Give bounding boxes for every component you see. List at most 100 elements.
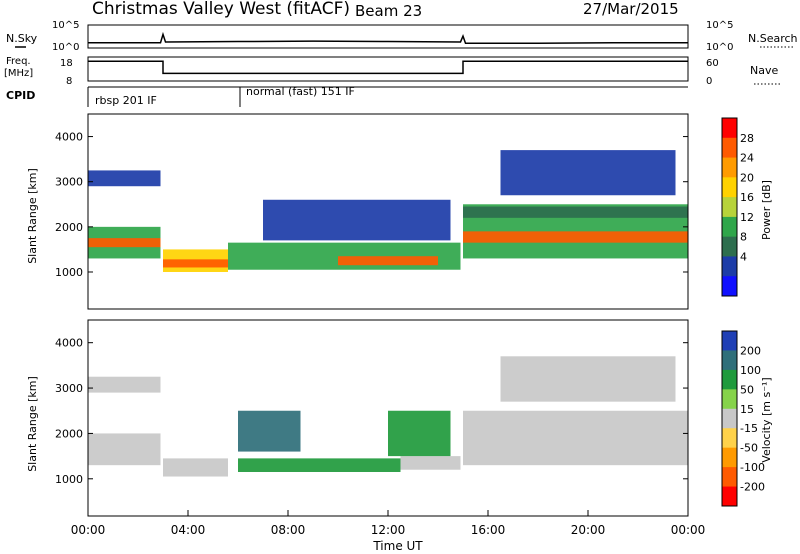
velocity-cells [88, 356, 688, 477]
velocity-colorbar-swatch-1 [722, 350, 737, 371]
velocity-band-4 [400, 456, 461, 470]
noise-left-tick-bottom: 10^0 [52, 42, 79, 53]
power-band-1 [88, 238, 161, 248]
velocity-range-tick-label-0: 4000 [55, 337, 83, 350]
velocity-band-2 [163, 458, 228, 477]
time-tick-label-2: 08:00 [271, 523, 306, 537]
noise-series [88, 31, 688, 44]
power-range-tick-label-2: 2000 [55, 221, 83, 234]
power-colorbar-swatch-3 [722, 177, 737, 198]
power-colorbar-swatch-6 [722, 236, 737, 257]
velocity-colorbar-swatch-8 [722, 486, 737, 507]
cpid-mode-1: normal (fast) 151 IF [246, 85, 355, 98]
time-tick-label-6: 00:00 [671, 523, 706, 537]
power-colorbar-tick-0: 28 [740, 132, 754, 145]
freq-label-2: [MHz] [4, 68, 33, 79]
velocity-colorbar: 200 100 50 15 -15 -50 -100 -200 [721, 330, 765, 507]
x-axis-label: Time UT [372, 539, 423, 553]
velocity-band-7 [463, 410, 688, 466]
velocity-range-ticks: 4000 3000 2000 1000 [55, 337, 688, 486]
power-colorbar-tick-2: 20 [740, 171, 754, 184]
velocity-band-3 [238, 458, 401, 472]
power-band-2 [88, 170, 161, 187]
power-range-tick-label-1: 3000 [55, 176, 83, 189]
power-colorbar-tick-4: 12 [740, 211, 754, 224]
noise-right-tick-top: 10^5 [706, 20, 733, 31]
nave-tick-bottom: 0 [706, 76, 712, 87]
velocity-band-0 [88, 433, 161, 466]
cpid-label: CPID [6, 89, 35, 102]
velocity-colorbar-swatch-2 [722, 369, 737, 390]
time-tick-label-1: 04:00 [171, 523, 206, 537]
freq-label-1: Freq. [6, 56, 31, 67]
power-panel-frame [87, 113, 689, 310]
power-band-7 [263, 199, 451, 241]
velocity-colorbar-tick-5: -50 [740, 442, 758, 455]
power-band-11 [500, 150, 676, 196]
noise-left-tick-top: 10^5 [52, 20, 79, 31]
nave-tick-top: 60 [706, 58, 719, 69]
power-colorbar-tick-1: 24 [740, 152, 754, 165]
velocity-ylabel: Slant Range [km] [26, 376, 39, 472]
power-range-ticks: 4000 3000 2000 1000 [55, 131, 688, 279]
freq-tick-bottom: 8 [66, 76, 72, 87]
velocity-band-5 [238, 410, 301, 452]
velocity-band-8 [500, 356, 676, 402]
power-colorbar-tick-3: 16 [740, 191, 754, 204]
noise-panel-frame [87, 24, 689, 49]
power-band-6 [338, 256, 438, 266]
power-colorbar-swatch-0 [722, 118, 737, 139]
velocity-band-1 [88, 376, 161, 393]
power-colorbar-swatch-8 [722, 276, 737, 297]
power-colorbar-swatch-1 [722, 137, 737, 159]
velocity-colorbar-label: Velocity [m s⁻¹] [760, 377, 773, 462]
power-colorbar: 28 24 20 16 12 8 4 [721, 117, 754, 297]
station-title: Christmas Valley West (fitACF) [92, 0, 350, 19]
time-tick-label-5: 20:00 [571, 523, 606, 537]
velocity-colorbar-swatch-7 [722, 467, 737, 488]
power-colorbar-swatch-7 [722, 256, 737, 277]
velocity-colorbar-tick-3: 15 [740, 403, 754, 416]
time-axis: 00:00 04:00 08:00 12:00 16:00 20:00 00:00 [71, 510, 706, 537]
power-band-4 [163, 259, 228, 268]
power-ylabel: Slant Range [km] [26, 168, 39, 264]
velocity-colorbar-swatch-0 [722, 331, 737, 351]
cpid-mode-0: rbsp 201 IF [95, 94, 157, 107]
nave-label: Nave [750, 64, 778, 77]
velocity-range-tick-label-3: 1000 [55, 473, 83, 486]
power-colorbar-outline [721, 117, 738, 297]
velocity-colorbar-tick-6: -100 [740, 461, 765, 474]
power-colorbar-swatch-4 [722, 197, 737, 218]
velocity-band-6 [388, 410, 451, 457]
velocity-colorbar-tick-1: 100 [740, 364, 761, 377]
time-tick-label-3: 12:00 [371, 523, 406, 537]
time-tick-label-0: 00:00 [71, 523, 106, 537]
velocity-colorbar-tick-2: 50 [740, 383, 754, 396]
power-colorbar-swatch-5 [722, 216, 737, 238]
noise-sky-line [88, 31, 688, 44]
freq-tick-top: 18 [60, 58, 73, 69]
velocity-colorbar-swatch-3 [722, 389, 737, 410]
frequency-line [88, 60, 688, 75]
velocity-colorbar-tick-0: 200 [740, 344, 761, 357]
date-title: 27/Mar/2015 [583, 0, 679, 18]
noise-right-label: N.Search [748, 32, 798, 45]
velocity-colorbar-swatch-5 [722, 428, 737, 449]
power-colorbar-label: Power [dB] [760, 180, 773, 240]
beam-title: Beam 23 [355, 2, 422, 20]
power-cells [88, 150, 688, 272]
power-range-tick-label-0: 4000 [55, 131, 83, 144]
power-colorbar-tick-5: 8 [740, 231, 747, 244]
power-band-9 [463, 231, 688, 243]
velocity-colorbar-swatch-4 [722, 408, 737, 429]
velocity-colorbar-tick-7: -200 [740, 481, 765, 494]
noise-right-tick-bottom: 10^0 [706, 42, 733, 53]
time-tick-label-4: 16:00 [471, 523, 506, 537]
freq-panel-frame [87, 56, 689, 82]
velocity-colorbar-outline [721, 330, 738, 507]
power-range-tick-label-3: 1000 [55, 266, 83, 279]
power-colorbar-swatch-2 [722, 157, 737, 178]
velocity-colorbar-tick-4: -15 [740, 422, 758, 435]
velocity-range-tick-label-1: 3000 [55, 382, 83, 395]
